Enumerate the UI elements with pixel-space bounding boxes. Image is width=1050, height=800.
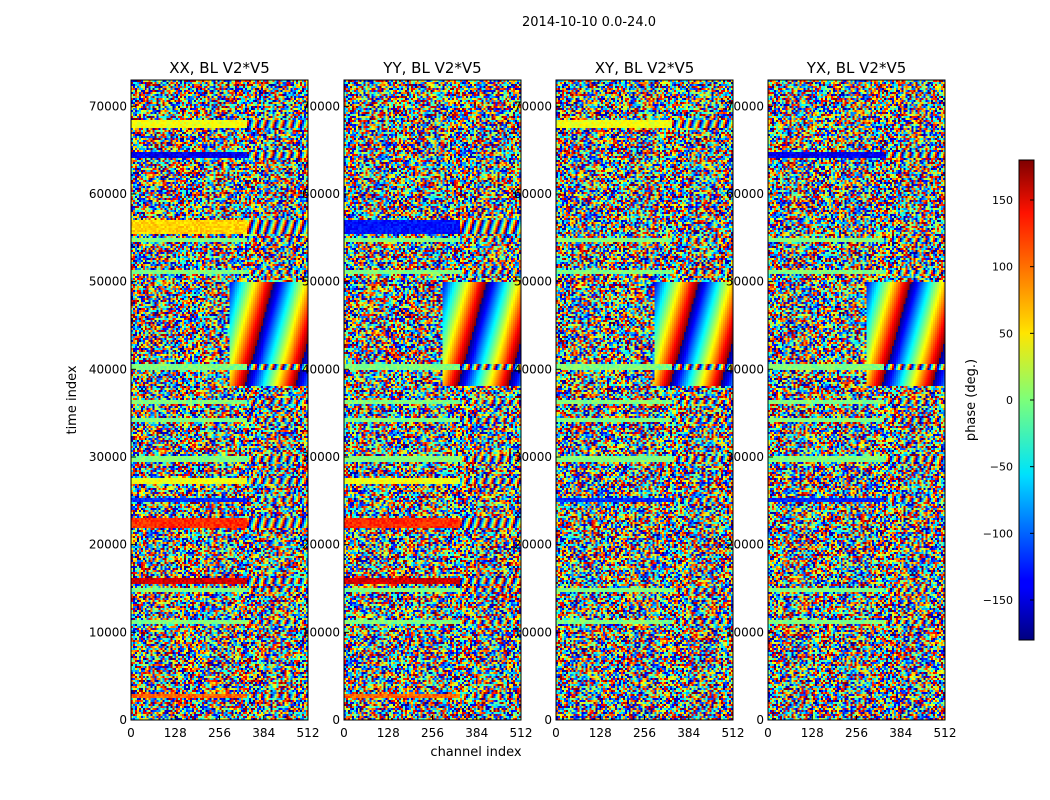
colorbar-tick-label: 0	[1006, 394, 1013, 407]
x-tick-label: 256	[421, 726, 444, 740]
y-tick-label: 20000	[726, 538, 764, 552]
panel-2: XY, BL V2*V5 0 128 256 384 512 0 10000 20000 3000…	[514, 59, 745, 740]
x-tick-label: 256	[633, 726, 656, 740]
panel-3: YX, BL V2*V5 0 128 256 384 512 0 10000 20000 3000…	[726, 59, 957, 740]
colorbar-tick-label: 150	[992, 194, 1013, 207]
y-tick-label: 20000	[302, 538, 340, 552]
x-tick-label: 128	[164, 726, 187, 740]
panel-title: XY, BL V2*V5	[595, 59, 695, 77]
x-tick-label: 128	[801, 726, 824, 740]
colorbar-label: phase (deg.)	[964, 359, 979, 441]
phase-heatmap	[344, 80, 521, 720]
y-tick-label: 50000	[726, 275, 764, 289]
y-tick-label: 60000	[89, 187, 127, 201]
panel-1: YY, BL V2*V5 0 128 256 384 512 0 10000 20000 3000…	[302, 59, 533, 740]
panel-0: XX, BL V2*V5 0 128 256 384 512 0 10000 20000 3000…	[89, 59, 320, 740]
y-tick-label: 30000	[514, 450, 552, 464]
y-tick-label: 0	[544, 713, 552, 727]
x-tick-label: 0	[127, 726, 135, 740]
x-tick-label: 512	[722, 726, 745, 740]
y-tick-label: 40000	[89, 362, 127, 376]
x-tick-label: 128	[589, 726, 612, 740]
y-tick-label: 10000	[89, 625, 127, 639]
y-tick-label: 70000	[302, 99, 340, 113]
y-tick-label: 70000	[89, 99, 127, 113]
x-tick-label: 384	[465, 726, 488, 740]
x-tick-label: 0	[764, 726, 772, 740]
y-tick-label: 70000	[726, 99, 764, 113]
y-tick-label: 40000	[514, 362, 552, 376]
y-tick-label: 30000	[726, 450, 764, 464]
colorbar-tick-label: −50	[990, 461, 1013, 474]
y-tick-label: 60000	[726, 187, 764, 201]
colorbar-tick-label: 100	[992, 261, 1013, 274]
y-tick-label: 0	[756, 713, 764, 727]
x-tick-label: 512	[510, 726, 533, 740]
phase-heatmap	[768, 80, 945, 720]
x-tick-label: 256	[845, 726, 868, 740]
x-tick-label: 512	[297, 726, 320, 740]
y-axis-label: time index	[65, 365, 80, 434]
y-tick-label: 50000	[514, 275, 552, 289]
phase-heatmap	[556, 80, 733, 720]
y-tick-label: 30000	[89, 450, 127, 464]
x-tick-label: 0	[552, 726, 560, 740]
y-tick-label: 10000	[726, 625, 764, 639]
x-tick-label: 128	[377, 726, 400, 740]
y-tick-label: 20000	[514, 538, 552, 552]
y-tick-label: 20000	[89, 538, 127, 552]
y-tick-label: 40000	[726, 362, 764, 376]
x-tick-label: 384	[252, 726, 275, 740]
y-tick-label: 60000	[302, 187, 340, 201]
x-tick-label: 384	[889, 726, 912, 740]
y-tick-label: 0	[332, 713, 340, 727]
x-axis-label: channel index	[430, 745, 521, 760]
x-tick-label: 512	[934, 726, 957, 740]
y-tick-label: 0	[119, 713, 127, 727]
y-tick-label: 70000	[514, 99, 552, 113]
panel-title: YX, BL V2*V5	[806, 59, 907, 77]
y-tick-label: 40000	[302, 362, 340, 376]
panels-group: XX, BL V2*V5 0 128 256 384 512 0 10000 20000 3000…	[89, 59, 957, 740]
x-tick-label: 256	[208, 726, 231, 740]
colorbar-ticks: −150 −100 −50 0 50 100 150	[983, 194, 1034, 607]
panel-title: XX, BL V2*V5	[169, 59, 270, 77]
colorbar: −150 −100 −50 0 50 100 150 phase (deg.)	[964, 159, 1035, 641]
x-tick-label: 0	[340, 726, 348, 740]
chart-suptitle: 2014-10-10 0.0-24.0	[522, 15, 656, 30]
colorbar-tick-label: −150	[983, 594, 1013, 607]
colorbar-tick-label: −100	[983, 527, 1013, 540]
y-tick-label: 10000	[302, 625, 340, 639]
phase-heatmap	[131, 80, 308, 720]
y-tick-label: 50000	[302, 275, 340, 289]
panel-title: YY, BL V2*V5	[382, 59, 481, 77]
y-tick-label: 10000	[514, 625, 552, 639]
y-tick-label: 30000	[302, 450, 340, 464]
y-tick-label: 60000	[514, 187, 552, 201]
y-tick-label: 50000	[89, 275, 127, 289]
colorbar-tick-label: 50	[999, 327, 1013, 340]
x-tick-label: 384	[677, 726, 700, 740]
